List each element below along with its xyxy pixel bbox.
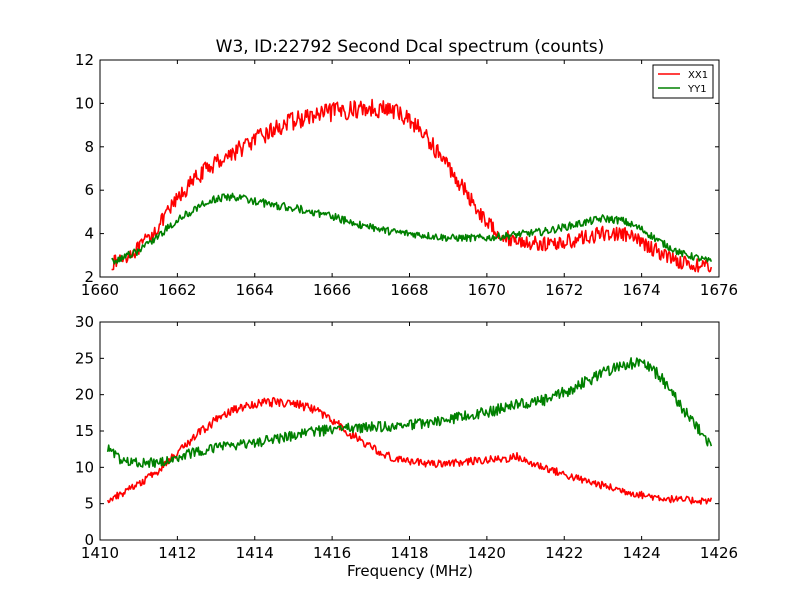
y-tick-label: 5 <box>84 495 94 513</box>
x-tick-label: 1670 <box>468 281 506 299</box>
x-tick-label: 1414 <box>236 544 274 562</box>
y-tick-label: 12 <box>75 51 94 69</box>
y-tick-label: 8 <box>84 138 94 156</box>
x-tick-label: 1668 <box>390 281 428 299</box>
series-xx1-line <box>106 396 713 505</box>
y-tick-label: 10 <box>75 458 94 476</box>
y-tick-label: 25 <box>75 349 94 367</box>
series-yy1-line <box>106 357 713 468</box>
x-tick-label: 1672 <box>545 281 583 299</box>
x-tick-label: 1412 <box>158 544 196 562</box>
bottom-subplot: 1410 1412 1414 1416 1418 1420 1422 1424 1426 0 5 10… <box>75 313 738 562</box>
legend-label-yy1: YY1 <box>687 84 707 95</box>
y-tick-label: 15 <box>75 422 94 440</box>
x-tick-label: 1664 <box>236 281 274 299</box>
y-tick-label: 10 <box>75 94 94 112</box>
x-tick-label: 1422 <box>545 544 583 562</box>
x-tick-label: 1662 <box>158 281 196 299</box>
x-tick-label: 1666 <box>313 281 351 299</box>
chart-title: W3, ID:22792 Second Dcal spectrum (count… <box>216 37 605 57</box>
x-tick-label: 1660 <box>81 281 119 299</box>
x-tick-label: 1674 <box>623 281 661 299</box>
x-axis-label: Frequency (MHz) <box>347 562 473 580</box>
legend-label-xx1: XX1 <box>688 70 708 81</box>
y-tick-label: 6 <box>84 181 94 199</box>
series-yy1-line <box>111 192 713 265</box>
series-xx1-line <box>111 98 713 273</box>
y-tick-label: 4 <box>84 225 94 243</box>
y-tick-label: 2 <box>84 268 94 286</box>
x-tick-label: 1676 <box>700 281 738 299</box>
x-tick-label: 1420 <box>468 544 506 562</box>
top-subplot: 1660 1662 1664 1666 1668 1670 1672 1674 1676 2 4 6 8… <box>75 51 738 299</box>
y-tick-label: 0 <box>84 531 94 549</box>
y-tick-label: 20 <box>75 386 94 404</box>
legend-box <box>652 64 714 99</box>
x-tick-label: 1410 <box>81 544 119 562</box>
x-tick-label: 1426 <box>700 544 738 562</box>
x-tick-label: 1418 <box>390 544 428 562</box>
y-tick-label: 30 <box>75 313 94 331</box>
x-tick-label: 1424 <box>623 544 661 562</box>
x-tick-label: 1416 <box>313 544 351 562</box>
